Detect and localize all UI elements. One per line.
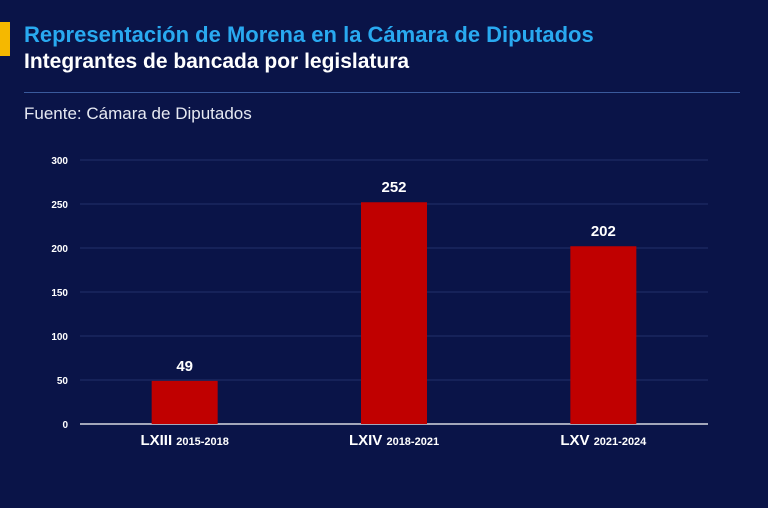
bar	[151, 380, 218, 424]
data-label: 252	[381, 179, 406, 196]
legislature-period: 2018-2021	[386, 436, 439, 448]
bar	[570, 246, 637, 424]
accent-bar	[0, 22, 10, 56]
legislature-period: 2015-2018	[176, 436, 229, 448]
data-label: 202	[591, 223, 616, 240]
legislature-name: LXIII	[140, 432, 176, 449]
chart-title: Representación de Morena en la Cámara de…	[24, 22, 594, 47]
legislature-name: LXIV	[349, 432, 387, 449]
x-tick-label: LXIV 2018-2021	[349, 432, 439, 449]
y-tick-label: 50	[57, 376, 69, 387]
y-tick-label: 250	[51, 200, 68, 211]
bar	[361, 202, 427, 424]
y-tick-label: 100	[51, 332, 68, 343]
y-tick-label: 0	[62, 420, 68, 431]
x-tick-label: LXV 2021-2024	[560, 432, 647, 449]
header-divider	[24, 92, 740, 93]
chart-subtitle: Integrantes de bancada por legislatura	[24, 50, 410, 73]
data-label: 49	[176, 358, 193, 375]
legislature-period: 2021-2024	[594, 436, 647, 448]
y-tick-label: 300	[51, 156, 68, 167]
x-tick-label: LXIII 2015-2018	[140, 432, 228, 449]
legislature-name: LXV	[560, 432, 593, 449]
source-note: Fuente: Cámara de Diputados	[24, 104, 252, 123]
y-tick-label: 150	[51, 288, 68, 299]
y-tick-label: 200	[51, 244, 68, 255]
